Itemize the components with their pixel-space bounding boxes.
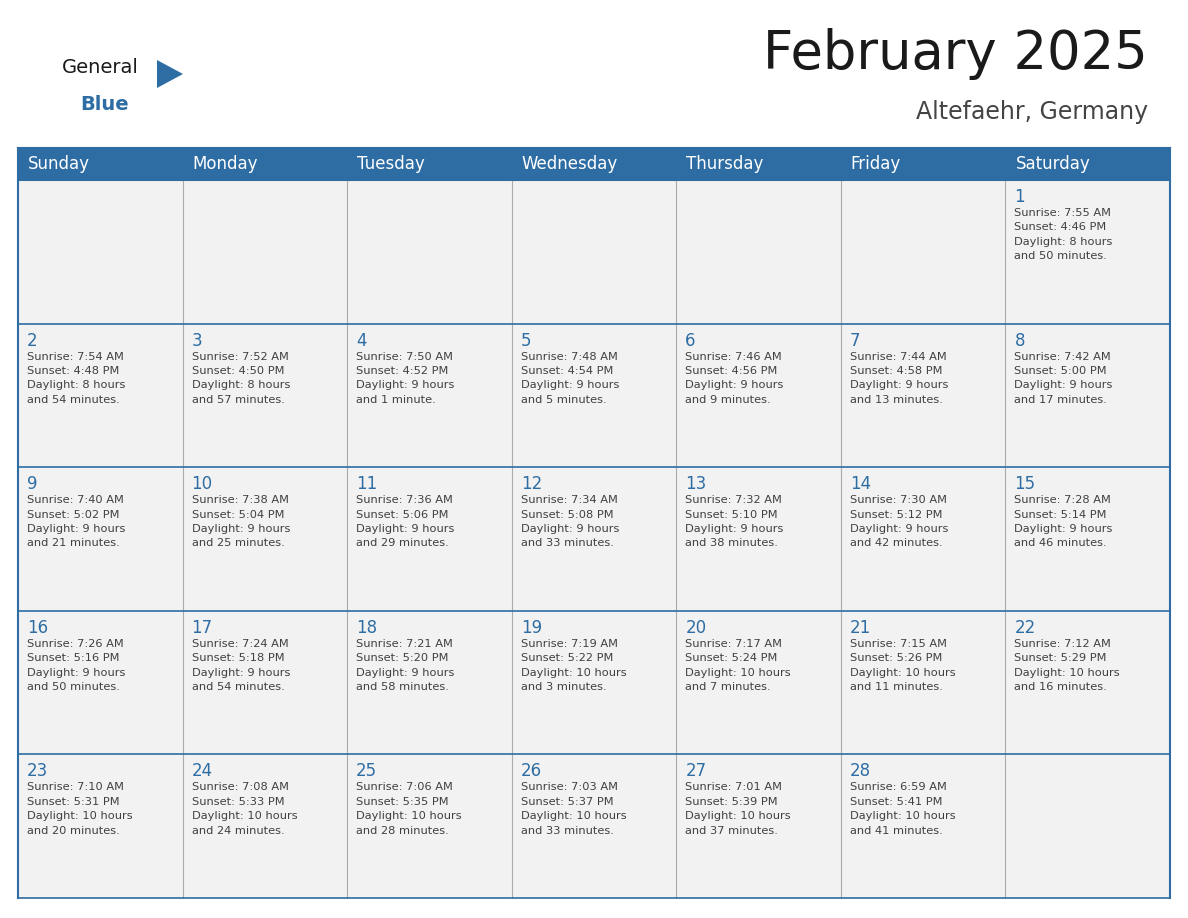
Text: 12: 12 xyxy=(520,476,542,493)
Text: Sunrise: 7:03 AM
Sunset: 5:37 PM
Daylight: 10 hours
and 33 minutes.: Sunrise: 7:03 AM Sunset: 5:37 PM Dayligh… xyxy=(520,782,626,835)
Text: 1: 1 xyxy=(1015,188,1025,206)
Text: Sunrise: 7:24 AM
Sunset: 5:18 PM
Daylight: 9 hours
and 54 minutes.: Sunrise: 7:24 AM Sunset: 5:18 PM Dayligh… xyxy=(191,639,290,692)
Text: 25: 25 xyxy=(356,763,378,780)
Text: Sunrise: 7:19 AM
Sunset: 5:22 PM
Daylight: 10 hours
and 3 minutes.: Sunrise: 7:19 AM Sunset: 5:22 PM Dayligh… xyxy=(520,639,626,692)
Text: Friday: Friday xyxy=(851,155,902,173)
Bar xyxy=(18,610,1170,755)
Text: Sunrise: 7:01 AM
Sunset: 5:39 PM
Daylight: 10 hours
and 37 minutes.: Sunrise: 7:01 AM Sunset: 5:39 PM Dayligh… xyxy=(685,782,791,835)
Text: 23: 23 xyxy=(27,763,49,780)
Text: Sunrise: 7:17 AM
Sunset: 5:24 PM
Daylight: 10 hours
and 7 minutes.: Sunrise: 7:17 AM Sunset: 5:24 PM Dayligh… xyxy=(685,639,791,692)
Text: 16: 16 xyxy=(27,619,49,637)
Text: 13: 13 xyxy=(685,476,707,493)
Text: 18: 18 xyxy=(356,619,378,637)
Text: Sunrise: 7:10 AM
Sunset: 5:31 PM
Daylight: 10 hours
and 20 minutes.: Sunrise: 7:10 AM Sunset: 5:31 PM Dayligh… xyxy=(27,782,133,835)
Text: Sunrise: 7:44 AM
Sunset: 4:58 PM
Daylight: 9 hours
and 13 minutes.: Sunrise: 7:44 AM Sunset: 4:58 PM Dayligh… xyxy=(849,352,948,405)
Bar xyxy=(18,148,1170,180)
Text: 15: 15 xyxy=(1015,476,1036,493)
Text: 14: 14 xyxy=(849,476,871,493)
Text: 9: 9 xyxy=(27,476,38,493)
Text: Blue: Blue xyxy=(80,95,128,114)
Text: Sunrise: 7:34 AM
Sunset: 5:08 PM
Daylight: 9 hours
and 33 minutes.: Sunrise: 7:34 AM Sunset: 5:08 PM Dayligh… xyxy=(520,495,619,548)
Text: Sunrise: 7:54 AM
Sunset: 4:48 PM
Daylight: 8 hours
and 54 minutes.: Sunrise: 7:54 AM Sunset: 4:48 PM Dayligh… xyxy=(27,352,126,405)
Text: Sunrise: 7:30 AM
Sunset: 5:12 PM
Daylight: 9 hours
and 42 minutes.: Sunrise: 7:30 AM Sunset: 5:12 PM Dayligh… xyxy=(849,495,948,548)
Text: 19: 19 xyxy=(520,619,542,637)
Text: 26: 26 xyxy=(520,763,542,780)
Text: Sunrise: 7:50 AM
Sunset: 4:52 PM
Daylight: 9 hours
and 1 minute.: Sunrise: 7:50 AM Sunset: 4:52 PM Dayligh… xyxy=(356,352,455,405)
Text: Sunrise: 6:59 AM
Sunset: 5:41 PM
Daylight: 10 hours
and 41 minutes.: Sunrise: 6:59 AM Sunset: 5:41 PM Dayligh… xyxy=(849,782,955,835)
Text: 10: 10 xyxy=(191,476,213,493)
Text: Sunrise: 7:55 AM
Sunset: 4:46 PM
Daylight: 8 hours
and 50 minutes.: Sunrise: 7:55 AM Sunset: 4:46 PM Dayligh… xyxy=(1015,208,1113,262)
Text: 2: 2 xyxy=(27,331,38,350)
Bar xyxy=(18,324,1170,467)
Text: 11: 11 xyxy=(356,476,378,493)
Text: 7: 7 xyxy=(849,331,860,350)
Text: Tuesday: Tuesday xyxy=(358,155,425,173)
Text: Sunrise: 7:46 AM
Sunset: 4:56 PM
Daylight: 9 hours
and 9 minutes.: Sunrise: 7:46 AM Sunset: 4:56 PM Dayligh… xyxy=(685,352,784,405)
Text: Thursday: Thursday xyxy=(687,155,764,173)
Text: Sunrise: 7:08 AM
Sunset: 5:33 PM
Daylight: 10 hours
and 24 minutes.: Sunrise: 7:08 AM Sunset: 5:33 PM Dayligh… xyxy=(191,782,297,835)
Text: Altefaehr, Germany: Altefaehr, Germany xyxy=(916,100,1148,124)
Text: 6: 6 xyxy=(685,331,696,350)
Text: Sunrise: 7:42 AM
Sunset: 5:00 PM
Daylight: 9 hours
and 17 minutes.: Sunrise: 7:42 AM Sunset: 5:00 PM Dayligh… xyxy=(1015,352,1113,405)
Text: Sunrise: 7:12 AM
Sunset: 5:29 PM
Daylight: 10 hours
and 16 minutes.: Sunrise: 7:12 AM Sunset: 5:29 PM Dayligh… xyxy=(1015,639,1120,692)
Text: Sunrise: 7:32 AM
Sunset: 5:10 PM
Daylight: 9 hours
and 38 minutes.: Sunrise: 7:32 AM Sunset: 5:10 PM Dayligh… xyxy=(685,495,784,548)
Text: Sunrise: 7:36 AM
Sunset: 5:06 PM
Daylight: 9 hours
and 29 minutes.: Sunrise: 7:36 AM Sunset: 5:06 PM Dayligh… xyxy=(356,495,455,548)
Text: Sunrise: 7:48 AM
Sunset: 4:54 PM
Daylight: 9 hours
and 5 minutes.: Sunrise: 7:48 AM Sunset: 4:54 PM Dayligh… xyxy=(520,352,619,405)
Text: 27: 27 xyxy=(685,763,707,780)
Text: 21: 21 xyxy=(849,619,871,637)
Bar xyxy=(18,755,1170,898)
Text: 20: 20 xyxy=(685,619,707,637)
Text: February 2025: February 2025 xyxy=(763,28,1148,80)
Text: 17: 17 xyxy=(191,619,213,637)
Text: Sunrise: 7:21 AM
Sunset: 5:20 PM
Daylight: 9 hours
and 58 minutes.: Sunrise: 7:21 AM Sunset: 5:20 PM Dayligh… xyxy=(356,639,455,692)
Text: Wednesday: Wednesday xyxy=(522,155,618,173)
Text: 22: 22 xyxy=(1015,619,1036,637)
Bar xyxy=(18,180,1170,324)
Text: Sunrise: 7:38 AM
Sunset: 5:04 PM
Daylight: 9 hours
and 25 minutes.: Sunrise: 7:38 AM Sunset: 5:04 PM Dayligh… xyxy=(191,495,290,548)
Text: 3: 3 xyxy=(191,331,202,350)
Polygon shape xyxy=(157,60,183,88)
Text: 28: 28 xyxy=(849,763,871,780)
Text: 24: 24 xyxy=(191,763,213,780)
Text: Sunrise: 7:28 AM
Sunset: 5:14 PM
Daylight: 9 hours
and 46 minutes.: Sunrise: 7:28 AM Sunset: 5:14 PM Dayligh… xyxy=(1015,495,1113,548)
Text: 8: 8 xyxy=(1015,331,1025,350)
Text: 5: 5 xyxy=(520,331,531,350)
Text: 4: 4 xyxy=(356,331,367,350)
Bar xyxy=(18,467,1170,610)
Text: Sunrise: 7:26 AM
Sunset: 5:16 PM
Daylight: 9 hours
and 50 minutes.: Sunrise: 7:26 AM Sunset: 5:16 PM Dayligh… xyxy=(27,639,126,692)
Text: Monday: Monday xyxy=(192,155,258,173)
Text: Sunrise: 7:06 AM
Sunset: 5:35 PM
Daylight: 10 hours
and 28 minutes.: Sunrise: 7:06 AM Sunset: 5:35 PM Dayligh… xyxy=(356,782,462,835)
Text: Saturday: Saturday xyxy=(1016,155,1091,173)
Text: Sunrise: 7:52 AM
Sunset: 4:50 PM
Daylight: 8 hours
and 57 minutes.: Sunrise: 7:52 AM Sunset: 4:50 PM Dayligh… xyxy=(191,352,290,405)
Text: Sunday: Sunday xyxy=(29,155,90,173)
Text: General: General xyxy=(62,58,139,77)
Text: Sunrise: 7:40 AM
Sunset: 5:02 PM
Daylight: 9 hours
and 21 minutes.: Sunrise: 7:40 AM Sunset: 5:02 PM Dayligh… xyxy=(27,495,126,548)
Text: Sunrise: 7:15 AM
Sunset: 5:26 PM
Daylight: 10 hours
and 11 minutes.: Sunrise: 7:15 AM Sunset: 5:26 PM Dayligh… xyxy=(849,639,955,692)
